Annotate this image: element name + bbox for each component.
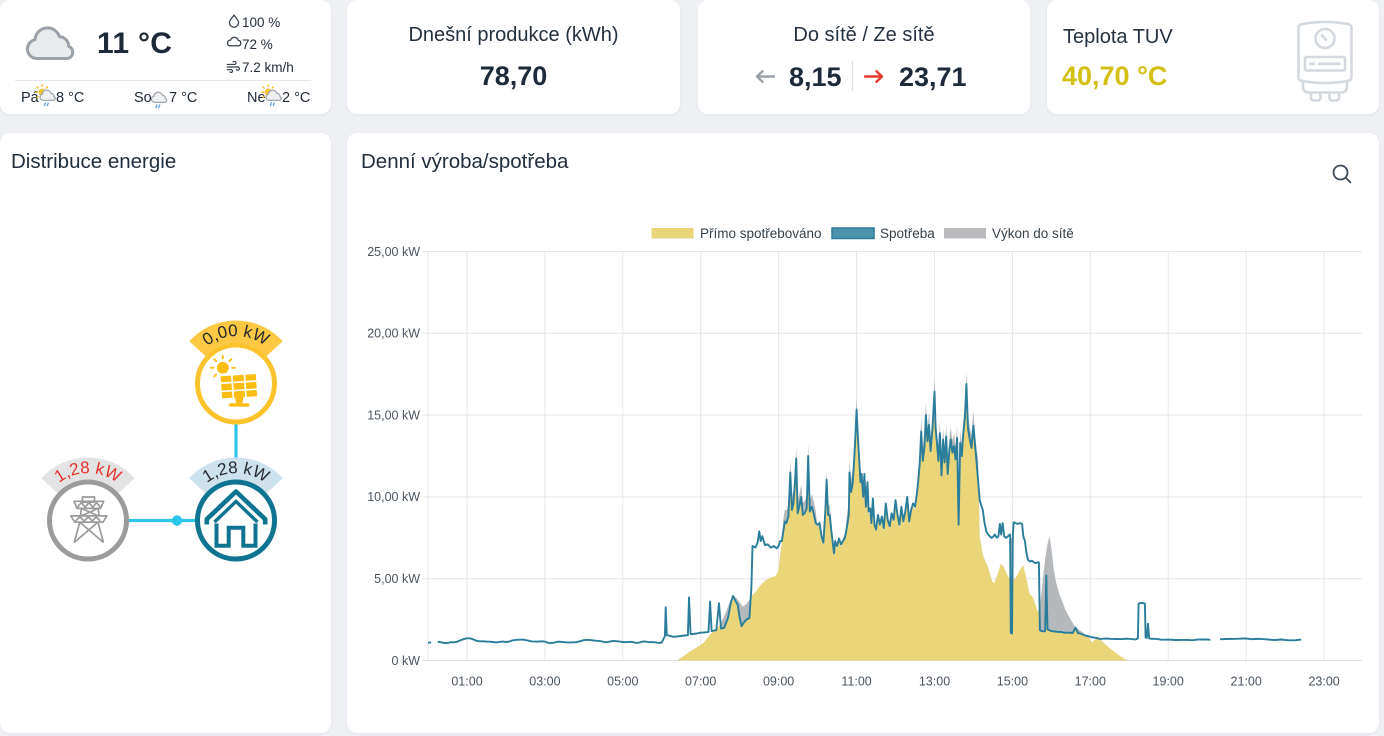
svg-text:21:00: 21:00 — [1231, 675, 1262, 689]
svg-text:Výkon do sítě: Výkon do sítě — [992, 226, 1074, 241]
svg-text:0 kW: 0 kW — [392, 654, 421, 668]
svg-text:13:00: 13:00 — [919, 675, 950, 689]
svg-text:01:00: 01:00 — [451, 675, 482, 689]
svg-text:19:00: 19:00 — [1153, 675, 1184, 689]
svg-text:Spotřeba: Spotřeba — [880, 226, 935, 241]
svg-text:09:00: 09:00 — [763, 675, 794, 689]
svg-text:Přímo spotřebováno: Přímo spotřebováno — [700, 226, 822, 241]
svg-text:25,00 kW: 25,00 kW — [367, 245, 420, 259]
svg-text:15,00 kW: 15,00 kW — [367, 408, 420, 422]
svg-text:5,00 kW: 5,00 kW — [374, 572, 420, 586]
svg-text:07:00: 07:00 — [685, 675, 716, 689]
svg-text:10,00 kW: 10,00 kW — [367, 490, 420, 504]
svg-text:20,00 kW: 20,00 kW — [367, 327, 420, 341]
svg-text:17:00: 17:00 — [1075, 675, 1106, 689]
svg-text:23:00: 23:00 — [1308, 675, 1339, 689]
svg-text:05:00: 05:00 — [607, 675, 638, 689]
svg-text:15:00: 15:00 — [997, 675, 1028, 689]
svg-text:11:00: 11:00 — [841, 675, 871, 689]
svg-text:03:00: 03:00 — [529, 675, 560, 689]
